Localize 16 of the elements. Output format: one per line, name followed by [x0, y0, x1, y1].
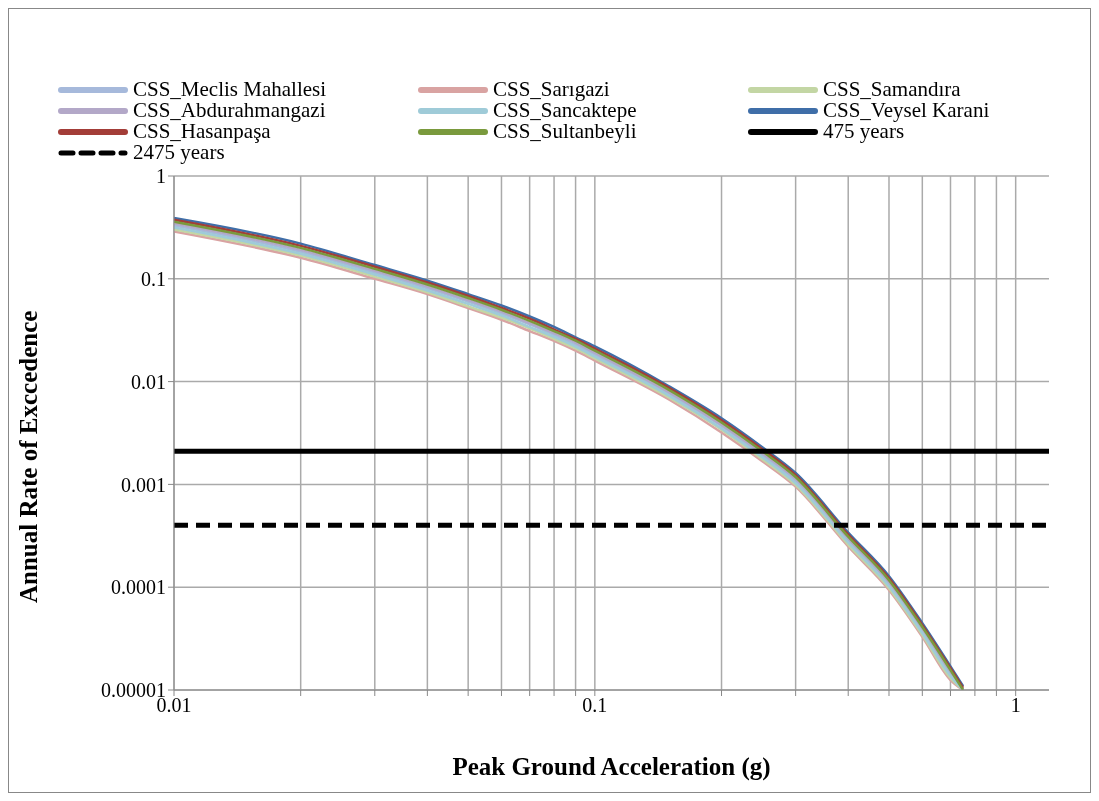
y-tick-label: 0.001 [121, 473, 166, 496]
legend-label: CSS_Abdurahmangazi [133, 98, 326, 122]
legend-label: CSS_Meclis Mahallesi [133, 77, 327, 101]
x-tick-label: 0.1 [582, 694, 608, 717]
legend-label: CSS_Samandıra [823, 77, 961, 101]
x-axis-title: Peak Ground Acceleration (g) [452, 753, 771, 781]
legend-label: CSS_Hasanpaşa [133, 119, 271, 143]
legend-label: CSS_Sarıgazi [493, 77, 610, 101]
y-tick-label: 0.0001 [111, 576, 166, 599]
legend-label: 2475 years [133, 140, 225, 164]
y-tick-label: 0.1 [141, 267, 166, 290]
y-tick-label: 1 [156, 165, 166, 188]
y-tick-label: 0.01 [131, 370, 166, 393]
x-tick-label: 1 [1010, 694, 1021, 717]
legend-label: CSS_Veysel Karani [823, 98, 990, 122]
y-axis-title: Annual Rate of Exccedence [14, 310, 42, 603]
